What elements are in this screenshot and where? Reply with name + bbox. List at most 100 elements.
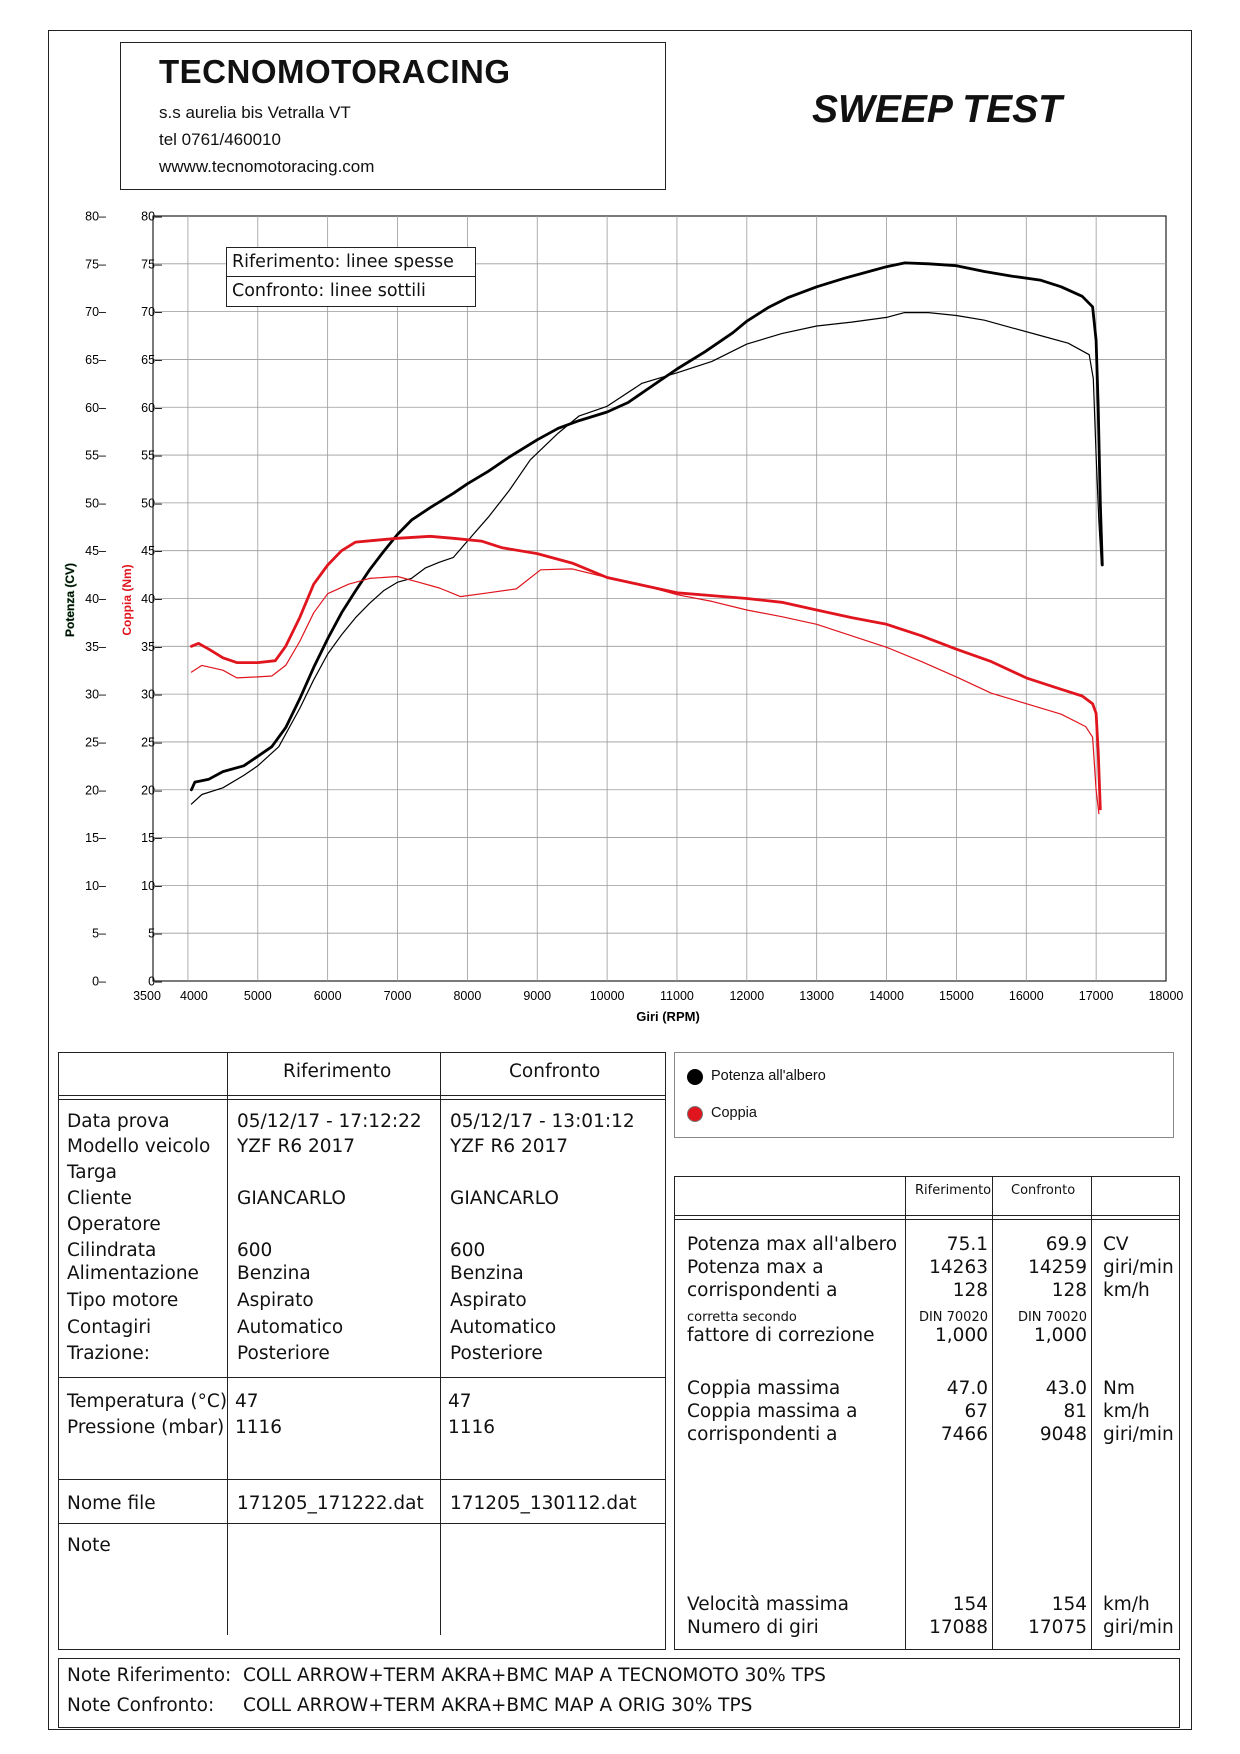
test-title: SWEEP TEST xyxy=(812,88,1062,131)
x-tick-label: 10000 xyxy=(590,989,625,1003)
result-ref-value: 75.1 xyxy=(946,1234,988,1255)
y-tick-label-potenza: 75– xyxy=(85,257,106,271)
x-tick-label: 14000 xyxy=(869,989,904,1003)
page-frame xyxy=(48,30,1192,1730)
result-label: fattore di correzione xyxy=(687,1325,875,1346)
result-conf-value: 9048 xyxy=(1039,1424,1087,1445)
note-conf-text: COLL ARROW+TERM AKRA+BMC MAP A ORIG 30% … xyxy=(243,1695,753,1716)
y-tick-label-potenza: 70– xyxy=(85,305,106,319)
y-tick-label-potenza: 45– xyxy=(85,544,106,558)
company-name: TECNOMOTORACING xyxy=(159,53,511,90)
result-conf-value: 154 xyxy=(1051,1594,1087,1615)
ref-cliente: GIANCARLO xyxy=(237,1188,346,1209)
x-axis: 3500 4000 5000 6000 7000 8000 9000 10000 11000 12… xyxy=(133,989,1183,1003)
result-unit: Nm xyxy=(1103,1378,1135,1399)
note-conf-label: Note Confronto: xyxy=(67,1695,215,1716)
x-tick-label: 6000 xyxy=(314,989,342,1003)
dyno-chart: 0– 5– 10– 15– 20– 25– 30– 35– 40– 45– 50– 55– 60– 65–… xyxy=(63,210,1184,1025)
y-tick-label-potenza: 35– xyxy=(85,640,106,654)
result-conf-value: 128 xyxy=(1051,1280,1087,1301)
y-tick-label-potenza: 40– xyxy=(85,592,106,606)
ref-nome-file: 171205_171222.dat xyxy=(237,1493,424,1514)
info-label: Tipo motore xyxy=(67,1290,179,1311)
y-tick-label-potenza: 50– xyxy=(85,496,106,510)
company-phone: tel 0761/460010 xyxy=(159,130,281,149)
y-tick-label-coppia: 20– xyxy=(141,783,162,797)
result-ref-value: 14263 xyxy=(929,1257,988,1278)
y-tick-label-potenza: 20– xyxy=(85,783,106,797)
result-conf-value: 14259 xyxy=(1028,1257,1087,1278)
results-col-confronto: Confronto xyxy=(1011,1183,1076,1198)
result-label: Coppia massima xyxy=(687,1378,841,1399)
note-ref-label: Note Riferimento: xyxy=(67,1665,232,1686)
result-conf-value: 81 xyxy=(1063,1401,1087,1422)
conf-pressione: 1116 xyxy=(448,1417,496,1438)
x-tick-label: 15000 xyxy=(939,989,974,1003)
result-ref-value: 47.0 xyxy=(946,1378,988,1399)
x-tick-label: 7000 xyxy=(384,989,412,1003)
result-conf-value: DIN 70020 xyxy=(1017,1310,1087,1325)
conf-cilindrata: 600 xyxy=(450,1240,486,1261)
label-nome-file: Nome file xyxy=(67,1493,156,1514)
y-tick-label-potenza: 30– xyxy=(85,688,106,702)
result-label: corrispondenti a xyxy=(687,1424,838,1445)
info-col-confronto: Confronto xyxy=(509,1061,601,1082)
y-tick-label-potenza: 65– xyxy=(85,353,106,367)
x-tick-label: 3500 xyxy=(133,989,161,1003)
legend-riferimento: Riferimento: linee spesse xyxy=(232,252,454,272)
ref-modello: YZF R6 2017 xyxy=(237,1136,356,1157)
potenza-line-confronto xyxy=(190,312,1102,805)
y-tick-label-coppia: 15– xyxy=(141,831,162,845)
result-conf-value: 43.0 xyxy=(1045,1378,1087,1399)
conf-tipo-motore: Aspirato xyxy=(450,1290,527,1311)
y-tick-label-coppia: 65– xyxy=(141,353,162,367)
conf-nome-file: 171205_130112.dat xyxy=(450,1493,637,1514)
info-table: Riferimento Confronto Data prova Modello … xyxy=(58,1052,666,1650)
result-label: Velocità massima xyxy=(687,1594,849,1615)
y-tick-label-coppia: 80– xyxy=(141,210,162,224)
series-legend: Potenza all'albero Coppia xyxy=(674,1052,1174,1138)
ref-tipo-motore: Aspirato xyxy=(237,1290,314,1311)
x-tick-label: 13000 xyxy=(799,989,834,1003)
info-col-riferimento: Riferimento xyxy=(283,1061,392,1082)
result-ref-value: 1,000 xyxy=(935,1325,988,1346)
result-label: Numero di giri xyxy=(687,1617,819,1638)
x-tick-label: 9000 xyxy=(523,989,551,1003)
result-ref-value: 128 xyxy=(952,1280,988,1301)
result-conf-value: 17075 xyxy=(1028,1617,1087,1638)
y-axis-coppia: 0– 5– 10– 15– 20– 25– 30– 35– 40– 45– 50– 55– 60– 65–… xyxy=(141,210,162,989)
result-ref-value: 17088 xyxy=(929,1617,988,1638)
x-tick-label: 5000 xyxy=(244,989,272,1003)
x-tick-label: 16000 xyxy=(1009,989,1044,1003)
y-tick-label-coppia: 50– xyxy=(141,496,162,510)
y-tick-label-potenza: 25– xyxy=(85,735,106,749)
legend-coppia-label: Coppia xyxy=(711,1105,757,1121)
chart-grid xyxy=(152,215,1167,982)
y-tick-label-potenza: 80– xyxy=(85,210,106,224)
y-tick-label-coppia: 40– xyxy=(141,592,162,606)
ref-alimentazione: Benzina xyxy=(237,1263,311,1284)
line-style-legend: Riferimento: linee spesse Confronto: lin… xyxy=(226,247,476,307)
info-label: Cliente xyxy=(67,1188,132,1209)
chart-series xyxy=(190,261,1104,815)
conf-alimentazione: Benzina xyxy=(450,1263,524,1284)
notes-box: Note Riferimento: COLL ARROW+TERM AKRA+B… xyxy=(58,1658,1180,1728)
ref-cilindrata: 600 xyxy=(237,1240,273,1261)
coppia-line-confronto xyxy=(190,568,1100,815)
result-conf-value: 69.9 xyxy=(1045,1234,1087,1255)
y-tick-label-coppia: 25– xyxy=(141,735,162,749)
result-unit: km/h xyxy=(1103,1594,1150,1615)
ref-data-prova: 05/12/17 - 17:12:22 xyxy=(237,1111,422,1132)
result-unit: km/h xyxy=(1103,1280,1150,1301)
y-tick-label-coppia: 75– xyxy=(141,257,162,271)
y-tick-label-coppia: 70– xyxy=(141,305,162,319)
ref-temperatura: 47 xyxy=(235,1391,259,1412)
coppia-line-riferimento xyxy=(190,534,1102,811)
result-label: Coppia massima a xyxy=(687,1401,858,1422)
y-tick-label-coppia: 30– xyxy=(141,688,162,702)
note-ref-text: COLL ARROW+TERM AKRA+BMC MAP A TECNOMOTO… xyxy=(243,1665,826,1686)
y-tick-label-coppia: 45– xyxy=(141,544,162,558)
y-tick-label-coppia: 10– xyxy=(141,879,162,893)
result-unit: CV xyxy=(1103,1234,1129,1255)
info-label: Modello veicolo xyxy=(67,1136,211,1157)
